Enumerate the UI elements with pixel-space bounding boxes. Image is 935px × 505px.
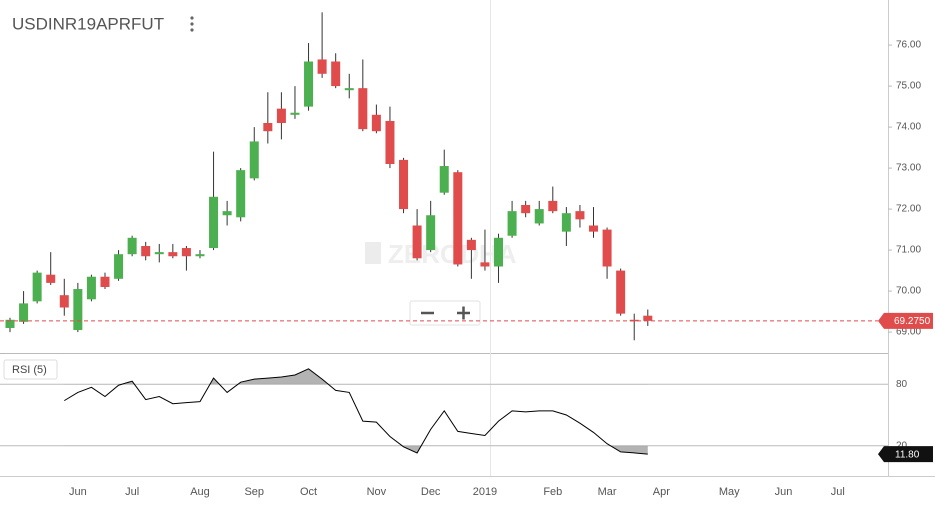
zoom-controls	[409, 300, 481, 326]
candle-body	[331, 61, 341, 87]
candle-body	[575, 211, 585, 220]
indicator-label: RSI (5)	[12, 364, 47, 376]
x-tick-label: Jun	[69, 486, 87, 498]
x-tick-label: Apr	[653, 486, 670, 498]
y-tick-label: 75.00	[896, 81, 921, 92]
candle-body	[304, 61, 314, 107]
candle-body	[263, 122, 273, 132]
candle-body	[46, 274, 56, 283]
candle-body	[466, 239, 476, 251]
x-tick-label: Oct	[300, 486, 317, 498]
candle-body	[86, 276, 96, 300]
y-tick-label: 76.00	[896, 40, 921, 51]
x-tick-label: Nov	[367, 486, 387, 498]
candle-body	[317, 59, 327, 74]
candle-body	[480, 262, 490, 267]
x-tick-label: 2019	[473, 486, 497, 498]
candle-body	[344, 88, 354, 91]
last-price-label: 69.2750	[894, 316, 931, 327]
candle-body	[548, 200, 558, 212]
watermark-logo	[365, 242, 381, 264]
y-tick-label: 70.00	[896, 286, 921, 297]
candle-body	[399, 159, 409, 210]
candle-body	[507, 211, 517, 236]
indicator-label-box[interactable]	[3, 359, 58, 380]
candle-body	[181, 248, 191, 257]
x-tick-label: Dec	[421, 486, 441, 498]
title-box	[4, 8, 212, 40]
y-tick-label: 73.00	[896, 163, 921, 174]
candle-body	[127, 237, 137, 255]
x-tick-label: Jul	[125, 486, 139, 498]
indicator-value-label: 11.80	[895, 449, 920, 460]
candle-body	[168, 252, 178, 257]
y-tick-label: 69.00	[896, 327, 921, 338]
x-tick-label: Jun	[775, 486, 793, 498]
candle-body	[236, 170, 246, 218]
overbought-area	[121, 368, 329, 385]
candle-body	[534, 209, 544, 224]
candle-body	[73, 289, 83, 331]
candle-body	[371, 114, 381, 132]
x-tick-label: Jul	[831, 486, 845, 498]
candle-body	[561, 213, 571, 232]
plot	[5, 12, 653, 341]
candle-body	[385, 120, 395, 164]
candle-body	[222, 211, 232, 216]
candle-body	[59, 295, 69, 308]
y-tick-label: 72.00	[896, 204, 921, 215]
candle-body	[195, 254, 205, 257]
candle-body	[154, 252, 164, 255]
indicator-tick-label: 20	[896, 440, 908, 451]
candle-body	[643, 315, 653, 321]
x-tick-label: Sep	[244, 486, 264, 498]
candle-body	[494, 237, 504, 267]
candle-body	[209, 196, 219, 249]
indicator-tick-label: 80	[896, 379, 908, 390]
candle-body	[358, 88, 368, 130]
candle-body	[114, 254, 124, 279]
candle-body	[629, 319, 639, 322]
candle-body	[100, 276, 110, 287]
candle-body	[141, 245, 151, 257]
candle-body	[412, 225, 422, 259]
zoom-in[interactable]	[457, 306, 470, 320]
x-tick-label: May	[719, 486, 740, 498]
candle-body	[5, 319, 15, 328]
candle-body	[439, 166, 449, 193]
x-tick-label: Feb	[543, 486, 562, 498]
indicator-line	[64, 368, 648, 455]
x-tick-label: Aug	[190, 486, 210, 498]
last-price-tag	[878, 312, 933, 329]
y-tick-label: 74.00	[896, 122, 921, 133]
y-tick-label: 71.00	[896, 245, 921, 256]
candle-body	[19, 303, 29, 322]
menu-icon[interactable]	[190, 16, 194, 32]
candle-body	[589, 225, 599, 232]
candle-body	[426, 215, 436, 251]
candle-body	[521, 204, 531, 214]
candle-body	[276, 108, 286, 123]
candle-body	[453, 172, 463, 265]
x-tick-label: Mar	[598, 486, 617, 498]
chart-title: USDINR19APRFUT	[12, 14, 164, 33]
candle-body	[616, 270, 626, 314]
candle-body	[249, 141, 259, 179]
candle-body	[32, 272, 42, 302]
candle-body	[602, 229, 612, 267]
indicator-value-tag	[878, 446, 933, 463]
candle-body	[290, 112, 300, 115]
